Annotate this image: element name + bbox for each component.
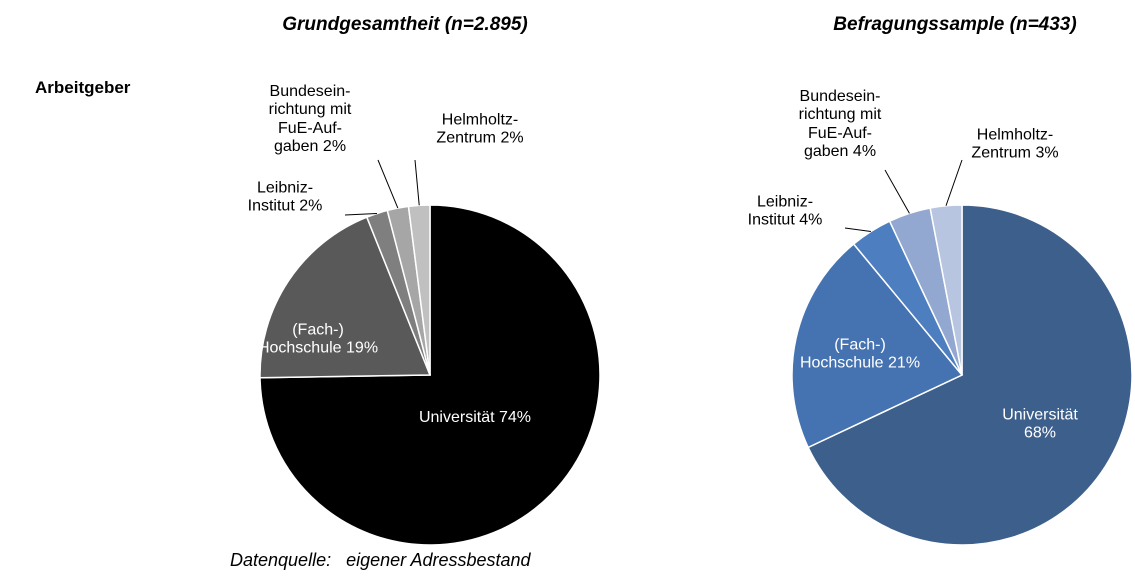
category-label: Leibniz- Institut [747,193,814,229]
leader-line [414,159,420,206]
slice-label: Helmholtz- Zentrum 2% [436,112,523,149]
leader-line [344,212,377,216]
row-label: Arbeitgeber [35,78,131,97]
slice-label: Bundesein- richtung mit FuE-Auf- gaben 4… [799,88,882,162]
source: Datenquelle: eigener Adressbestand [230,550,531,570]
category-label: Helmholtz- Zentrum [436,111,519,147]
slice-label: Universität 74% [419,409,531,427]
category-label: Universität [418,408,495,426]
leader-line [377,159,399,209]
category-label: Helmholtz- Zentrum [971,126,1054,162]
slice-label: Helmholtz- Zentrum 3% [971,127,1058,164]
value-label: 21% [888,355,921,372]
slice-label: (Fach-) Hochschule 21% [800,337,920,374]
category-label: (Fach-) Hochschule [257,321,344,357]
category-label: Bundesein- richtung mit FuE-Auf- gaben [798,88,882,161]
value-label: 3% [1035,145,1059,162]
category-label: Universität [1002,406,1078,424]
slice-label: (Fach-) Hochschule 19% [258,322,378,359]
slice-label: Leibniz- Institut 4% [748,194,823,231]
value-label: 2% [299,198,323,215]
value-label: 74% [499,408,532,426]
value-label: 4% [852,143,877,161]
value-label: 68% [1023,425,1057,442]
slice-label: Universität 68% [993,407,1088,444]
pie-slice [259,216,432,379]
value-label: 2% [500,130,524,147]
pie-slice [259,204,601,546]
value-label: 2% [322,138,347,156]
pie-slice [807,204,1133,546]
pie-slice [407,204,431,376]
leader-line [844,227,871,232]
category-label: (Fach-) Hochschule [799,336,886,372]
value-label: 19% [346,340,379,357]
chart-title: Befragungssample (n=433) [833,14,1077,35]
leader-line [945,159,963,206]
slice-label: Bundesein- richtung mit FuE-Auf- gaben 2… [269,83,352,157]
value-label: 4% [799,212,823,229]
category-label: Leibniz- Institut [247,179,314,215]
chart-title: Grundgesamtheit (n=2.895) [282,14,528,35]
category-label: Bundesein- richtung mit FuE-Auf- gaben [268,83,352,156]
leader-line [884,169,910,214]
pie-slice [791,242,964,449]
slice-label: Leibniz- Institut 2% [248,180,323,217]
